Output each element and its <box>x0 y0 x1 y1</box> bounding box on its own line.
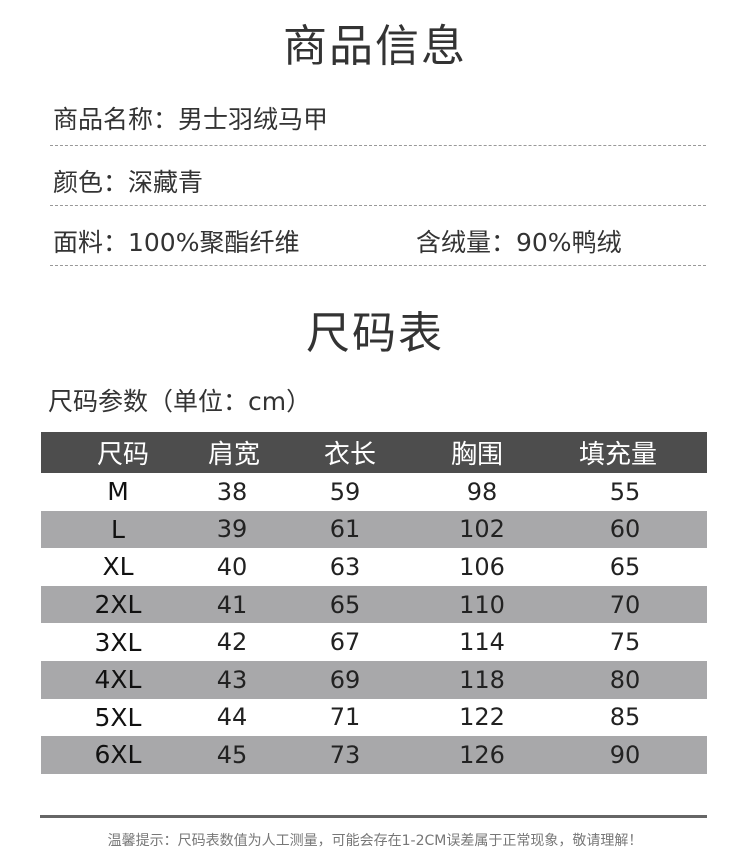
value-cell: 90 <box>609 740 641 769</box>
table-row: 3XL 42 67 114 75 <box>41 623 707 661</box>
size-chart-subtitle: 尺码参数（单位：cm） <box>48 387 312 416</box>
value-cell: 65 <box>329 590 361 619</box>
divider <box>50 145 706 146</box>
product-info-title: 商品信息 <box>283 21 467 72</box>
value-cell: 69 <box>329 665 361 694</box>
value-cell: 80 <box>609 665 641 694</box>
value-cell: 122 <box>459 703 505 732</box>
table-row: XL 40 63 106 65 <box>41 548 707 586</box>
value-cell: 98 <box>466 477 498 506</box>
value-cell: 43 <box>216 665 248 694</box>
value-cell: 44 <box>216 703 248 732</box>
size-cell: L <box>111 514 125 544</box>
value-cell: 110 <box>459 590 505 619</box>
size-cell: 3XL <box>94 627 142 657</box>
product-down-content: 含绒量：90%鸭绒 <box>416 228 622 257</box>
table-row: M 38 59 98 55 <box>41 473 707 511</box>
size-cell: 2XL <box>94 590 142 620</box>
divider <box>50 265 706 266</box>
value-cell: 41 <box>216 590 248 619</box>
value-cell: 61 <box>329 515 361 544</box>
table-row: 2XL 41 65 110 70 <box>41 585 707 624</box>
table-row: 4XL 43 69 118 80 <box>41 660 707 699</box>
value-cell: 70 <box>609 590 641 619</box>
size-cell: 5XL <box>94 702 142 732</box>
footer-divider <box>40 815 707 818</box>
divider <box>50 205 706 206</box>
value-cell: 38 <box>216 477 248 506</box>
value-cell: 67 <box>329 628 361 657</box>
value-cell: 102 <box>459 515 505 544</box>
product-name: 商品名称：男士羽绒马甲 <box>53 105 329 134</box>
value-cell: 71 <box>329 703 361 732</box>
table-header: 尺码 肩宽 衣长 胸围 填充量 <box>41 432 707 473</box>
value-cell: 40 <box>216 552 248 581</box>
size-chart-title: 尺码表 <box>306 308 444 359</box>
table-row: L 39 61 102 60 <box>41 510 707 549</box>
value-cell: 59 <box>329 477 361 506</box>
product-color: 颜色：深藏青 <box>53 168 204 197</box>
value-cell: 73 <box>329 740 361 769</box>
size-cell: M <box>107 477 129 507</box>
value-cell: 118 <box>459 665 505 694</box>
product-fabric: 面料：100%聚酯纤维 <box>53 228 300 257</box>
value-cell: 75 <box>609 628 641 657</box>
value-cell: 42 <box>216 628 248 657</box>
size-cell: 6XL <box>94 740 142 770</box>
value-cell: 85 <box>609 703 641 732</box>
value-cell: 45 <box>216 740 248 769</box>
size-table: 尺码 肩宽 衣长 胸围 填充量 M 38 59 98 55 L 39 61 102 60 XL 40 63 106… <box>41 432 707 774</box>
value-cell: 65 <box>609 552 641 581</box>
table-row: 6XL 45 73 126 90 <box>41 736 707 774</box>
column-header: 肩宽 <box>207 440 260 470</box>
value-cell: 114 <box>459 628 505 657</box>
size-cell: 4XL <box>94 665 142 695</box>
value-cell: 39 <box>216 515 248 544</box>
column-header: 尺码 <box>96 440 149 470</box>
value-cell: 55 <box>609 477 641 506</box>
column-header: 衣长 <box>323 440 376 470</box>
footer-note: 温馨提示：尺码表数值为人工测量，可能会存在1-2CM误差属于正常现象，敬请理解！ <box>107 833 643 849</box>
column-header: 填充量 <box>578 440 657 470</box>
column-header: 胸围 <box>450 440 503 470</box>
value-cell: 63 <box>329 552 361 581</box>
size-cell: XL <box>102 552 134 582</box>
value-cell: 60 <box>609 515 641 544</box>
value-cell: 106 <box>459 552 505 581</box>
value-cell: 126 <box>459 740 505 769</box>
table-row: 5XL 44 71 122 85 <box>41 699 707 737</box>
